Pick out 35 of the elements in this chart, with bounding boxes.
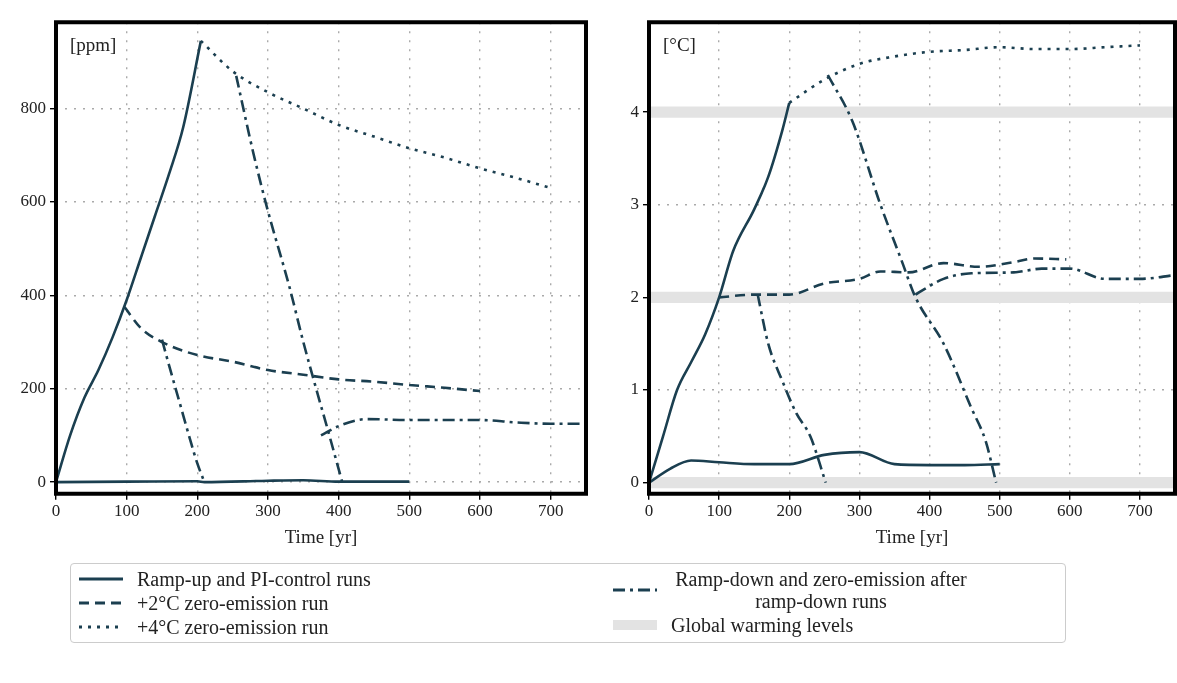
y-tick-label: 4 [630,101,640,121]
legend-label: +4°C zero-emission run [137,616,329,638]
legend-label: +2°C zero-emission run [137,592,329,614]
x-tick-label: 300 [846,501,873,521]
y-tick-label: 600 [20,191,46,211]
x-tick-label: 500 [396,501,423,521]
x-tick-label: 400 [916,501,943,521]
x-tick-label: 700 [537,501,564,521]
legend-label: Ramp-up and PI-control runs [137,568,371,590]
x-tick-label: 100 [706,501,732,521]
y-axis-title: [°C] [663,33,696,55]
legend-label: Global warming levels [671,614,854,636]
x-tick-label: 700 [1127,501,1153,521]
y-tick-label: 1 [630,379,639,399]
x-tick-label: 400 [325,501,352,521]
y-tick-label: 0 [37,471,46,491]
y-tick-label: 3 [630,194,639,214]
x-tick-label: 200 [776,501,803,521]
x-tick-label: 0 [51,501,61,521]
y-tick-label: 0 [630,472,639,492]
x-tick-label: 300 [255,501,281,521]
x-tick-label: 200 [184,501,211,521]
x-tick-label: 0 [644,501,654,521]
y-tick-label: 2 [630,286,639,306]
legend-label: Ramp-down and zero-emission after ramp-down runs [674,568,968,612]
x-axis-title: Time [yr] [875,525,949,547]
y-tick-label: 400 [20,284,46,304]
x-tick-label: 100 [113,501,140,521]
y-tick-label: 200 [20,378,46,398]
y-axis-title: [ppm] [70,33,117,55]
y-tick-label: 800 [20,98,46,118]
x-tick-label: 500 [986,501,1013,521]
x-tick-label: 600 [1057,501,1083,521]
x-axis-title: Time [yr] [284,525,358,547]
x-tick-label: 600 [467,501,493,521]
